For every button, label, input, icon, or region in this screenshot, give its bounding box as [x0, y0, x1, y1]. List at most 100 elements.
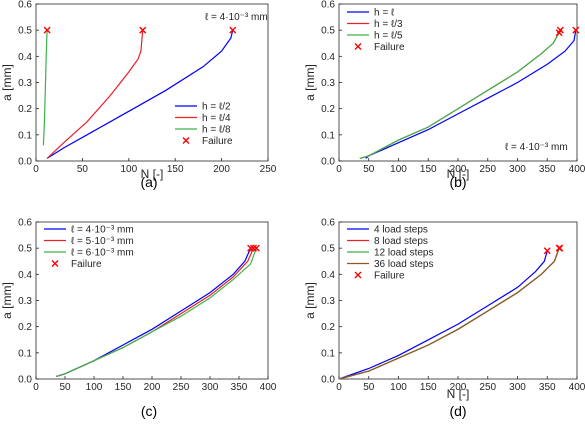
x-tick-label: 350: [539, 164, 556, 175]
x-tick-label: 200: [450, 382, 467, 393]
x-tick-label: 400: [569, 382, 585, 393]
x-tick-label: 200: [213, 164, 230, 175]
y-tick-label: 0.1: [321, 348, 335, 359]
y-tick-label: 0.0: [321, 157, 335, 168]
y-tick-label: 0.4: [321, 52, 335, 63]
panel-caption: (b): [449, 174, 466, 190]
legend: ℓ = 4·10⁻³ mmℓ = 5·10⁻³ mmℓ = 6·10⁻³ mmF…: [44, 225, 134, 270]
y-tick-label: 0.6: [321, 0, 335, 11]
legend-failure-label: Failure: [71, 259, 102, 270]
failure-marker: [572, 26, 580, 34]
x-tick-label: 200: [450, 164, 467, 175]
y-tick-label: 0.3: [321, 78, 335, 89]
x-axis-label: N [-]: [141, 167, 164, 181]
panel-caption: (a): [140, 174, 157, 190]
x-tick-label: 0: [336, 382, 342, 393]
y-tick-label: 0.2: [321, 322, 335, 333]
legend-failure-label: Failure: [202, 136, 233, 147]
x-tick-label: 50: [59, 382, 71, 393]
y-tick-label: 0.1: [321, 130, 335, 141]
series-line-0: [46, 30, 234, 159]
y-tick-label: 0.4: [18, 270, 32, 281]
failure-marker: [556, 244, 564, 252]
x-tick-label: 250: [260, 164, 277, 175]
legend-label: ℓ = 6·10⁻³ mm: [71, 248, 134, 259]
plot-area: [338, 3, 578, 162]
failure-marker: [250, 244, 257, 252]
legend-label: 8 load steps: [374, 236, 428, 247]
legend-failure-swatch: [354, 43, 362, 50]
legend-label: 4 load steps: [374, 225, 428, 236]
y-axis-label: a [mm]: [303, 64, 317, 101]
panel-b: 0 50 100 150 200 250 300 350 400 0.0 0.1 0.2 0.3 0.4 0…: [303, 0, 585, 190]
failure-marker: [543, 247, 551, 255]
length-annotation: ℓ = 4·10⁻³ mm: [505, 142, 568, 153]
y-tick-label: 0.2: [18, 104, 32, 115]
y-tick-label: 0.5: [18, 26, 32, 37]
x-tick-label: 50: [77, 164, 89, 175]
y-tick-label: 0.2: [18, 322, 32, 333]
x-tick-label: 150: [167, 164, 184, 175]
y-tick-label: 0.0: [321, 375, 335, 386]
y-tick-label: 0.3: [18, 296, 32, 307]
panel-c: 0 50 100 150 200 250 300 350 400 0.0 0.1 0.2 0.3 0.4 0…: [0, 218, 277, 420]
x-tick-label: 0: [336, 164, 342, 175]
plot-area: [35, 221, 269, 380]
x-tick-label: 300: [509, 164, 526, 175]
x-tick-label: 150: [420, 382, 437, 393]
y-tick-label: 0.6: [18, 218, 32, 229]
x-tick-label: 100: [86, 382, 103, 393]
failure-marker: [139, 26, 147, 34]
legend-label: 36 load steps: [374, 259, 434, 270]
y-tick-label: 0.0: [18, 375, 32, 386]
y-tick-label: 0.5: [321, 244, 335, 255]
legend-failure-label: Failure: [374, 42, 405, 53]
x-axis-label: N [-]: [447, 167, 470, 181]
legend-failure-swatch: [182, 137, 190, 144]
legend-label: h = ℓ/5: [374, 31, 403, 42]
legend-label: h = ℓ/8: [202, 125, 231, 136]
legend-failure-swatch: [51, 260, 59, 267]
x-tick-label: 400: [260, 382, 277, 393]
panel-a: 0 50 100 150 200 250 0.0 0.1 0.2 0.3 0.4 0.5 0.6 a [m…: [0, 0, 277, 190]
legend-label: ℓ = 4·10⁻³ mm: [71, 225, 134, 236]
x-tick-label: 50: [363, 164, 375, 175]
x-tick-label: 50: [363, 382, 375, 393]
series-line-2: [42, 30, 48, 146]
legend-label: 12 load steps: [374, 248, 434, 259]
failure-marker: [556, 26, 564, 34]
plot-area: [35, 3, 269, 162]
legend-label: h = ℓ/4: [202, 113, 231, 124]
legend-failure-label: Failure: [374, 271, 405, 282]
x-tick-label: 100: [120, 164, 137, 175]
panel-caption: (d): [449, 403, 466, 419]
x-tick-label: 350: [231, 382, 248, 393]
y-tick-label: 0.4: [321, 270, 335, 281]
length-annotation: ℓ = 4·10⁻³ mm: [205, 12, 268, 23]
y-tick-label: 0.6: [18, 0, 32, 11]
x-tick-label: 300: [202, 382, 219, 393]
series-line-0: [338, 250, 548, 380]
legend-label: h = ℓ: [374, 8, 395, 19]
series-line-2: [56, 247, 257, 377]
x-tick-label: 0: [33, 164, 39, 175]
x-axis-label: N [-]: [447, 387, 470, 401]
y-axis-label: a [mm]: [303, 282, 317, 319]
failure-marker: [247, 244, 255, 252]
x-tick-label: 350: [539, 382, 556, 393]
plot-area: [338, 221, 578, 380]
y-tick-label: 0.6: [321, 218, 335, 229]
legend-label: h = ℓ/3: [374, 19, 403, 30]
failure-marker: [252, 244, 260, 252]
series-line-0: [365, 30, 577, 159]
x-tick-label: 300: [509, 382, 526, 393]
x-tick-label: 400: [569, 164, 585, 175]
x-tick-label: 0: [33, 382, 39, 393]
x-tick-label: 250: [479, 382, 496, 393]
series-line-3: [338, 247, 560, 380]
y-tick-label: 0.5: [18, 244, 32, 255]
series-line-1: [46, 30, 144, 159]
